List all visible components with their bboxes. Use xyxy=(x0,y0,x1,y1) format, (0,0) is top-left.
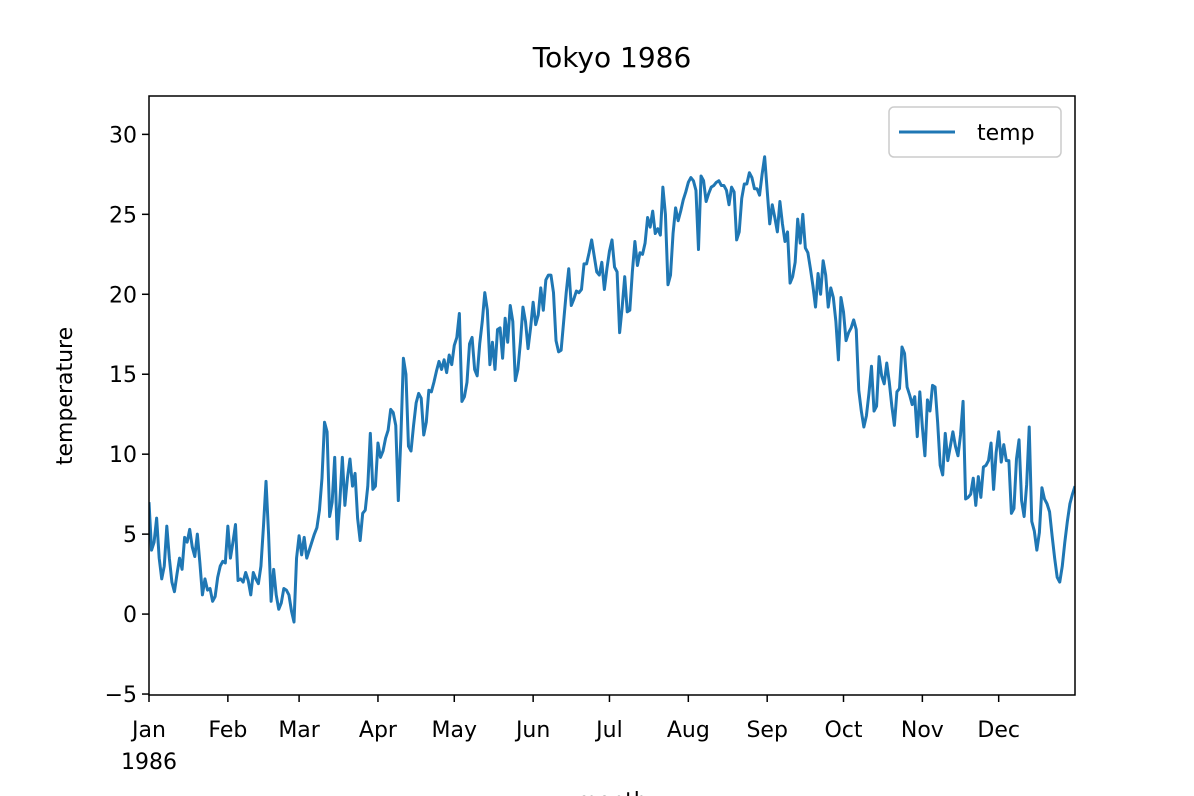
x-tick-label: Nov xyxy=(901,718,944,743)
x-tick-label: Aug xyxy=(667,718,710,743)
x-tick-label: Sep xyxy=(746,718,787,743)
chart-title: Tokyo 1986 xyxy=(532,41,692,74)
y-tick-label: 5 xyxy=(123,523,137,548)
plot-frame xyxy=(148,95,1076,696)
x-tick-label: Mar xyxy=(278,718,320,743)
legend-label: temp xyxy=(977,121,1035,146)
y-tick-label: 10 xyxy=(109,443,137,468)
y-tick-label: 30 xyxy=(109,123,137,148)
x-axis-label: month xyxy=(576,789,647,796)
x-tick-label: Oct xyxy=(824,718,862,743)
y-axis-label: temperature xyxy=(53,327,78,465)
legend-box xyxy=(888,106,1062,158)
data-line xyxy=(149,155,1075,624)
y-tick-label: −5 xyxy=(105,683,137,708)
y-tick-label: 25 xyxy=(109,203,137,228)
x-tick-label: Jul xyxy=(594,718,623,743)
x-tick-label: Jan 1986 xyxy=(121,718,177,775)
y-tick-label: 15 xyxy=(109,363,137,388)
y-tick-label: 20 xyxy=(109,283,137,308)
x-tick-label: Jun xyxy=(514,718,550,743)
x-tick-label: Feb xyxy=(208,718,247,743)
y-tick-label: 0 xyxy=(123,603,137,628)
x-tick-label: Apr xyxy=(359,718,398,743)
x-tick-label: May xyxy=(432,718,477,743)
x-tick-label: Dec xyxy=(977,718,1020,743)
